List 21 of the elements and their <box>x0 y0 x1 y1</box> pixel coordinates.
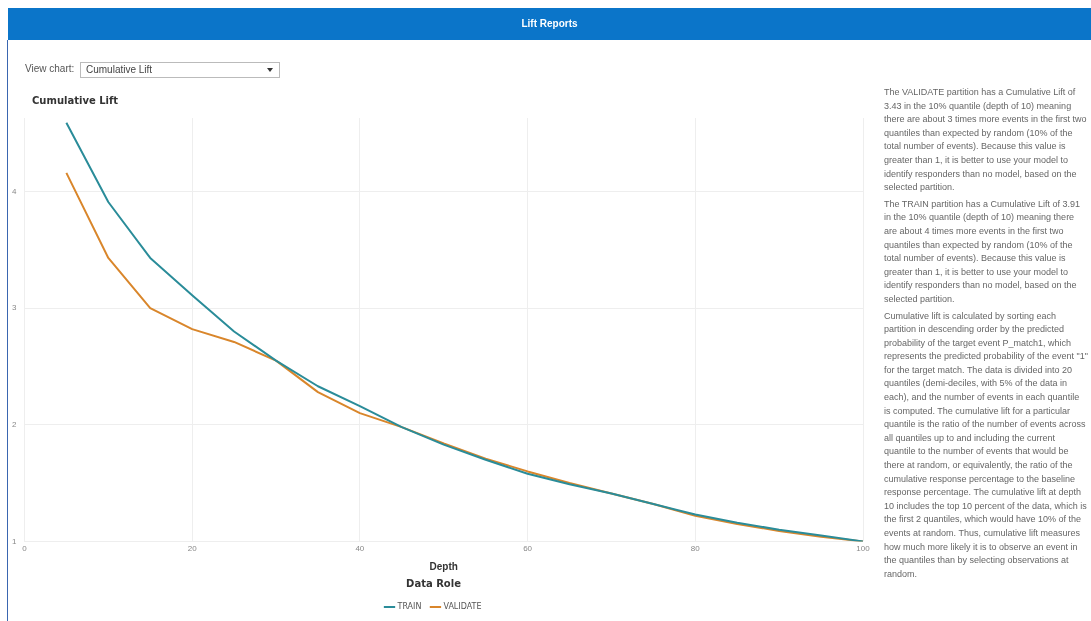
x-tick-label: 20 <box>187 544 198 554</box>
text: Cumulative lift is calculated by sorting each partition in descending order by the predicted probability of the target event P_match1, which represents the predicted probability of the event "1" for the target match. The data is divided into 20 quantiles (demi-deciles, with 5% of the data in each), and the number of events in each quantile is computed. The cumulative lift for a particular quantile is the ratio of the number of events across all quantiles up to and including the current quantile to the number of events that would be there at random, or equivalently, the ratio of the cumulative response percentage to the baseline response percentage. The cumulative lift at depth 10 includes the top 10 percent of the data, which is the first 2 quantiles, which would have 10% of the events at random. Thus, cumulative lift measures how much more likely it is to observe an event in the quantiles than by selecting observations at random. <box>884 310 1089 579</box>
legend-label: VALIDATE <box>443 602 482 612</box>
y-tick-label: 4 <box>12 186 17 196</box>
x-tick-label: 100 <box>856 544 871 554</box>
x-tick-label: 40 <box>355 544 365 554</box>
y-tick-label: 3 <box>12 303 17 313</box>
y-tick-label: 1 <box>12 536 17 546</box>
chart-title: Lift Reports <box>8 8 1091 40</box>
legend-title: Data Role <box>406 577 462 589</box>
y-axis-title: Cumulative Lift <box>32 94 119 106</box>
x-tick-label: 0 <box>22 544 28 554</box>
text: The VALIDATE partition has a Cumulative Lift of 3.43 in the 10% quantile (depth of 10) meaning there are about 3 times more events in the first two quantiles than expected by random (10% of the total number of events). Because this value is greater than 1, it is better to use your model to identify responders than no model, based on the selected partition. <box>884 86 1088 195</box>
text: The TRAIN partition has a Cumulative Lift of 3.91 in the 10% quantile (depth of 10) meaning there are about 4 times more events in the first two quantiles than expected by random (10% of the total number of events). Because this value is greater than 1, it is better to use your model to identify responders than no model, based on the selected partition. <box>884 197 1081 306</box>
legend-label: TRAIN <box>396 602 422 612</box>
text: Cumulative Lift <box>80 62 280 78</box>
x-axis-title: Depth <box>429 560 458 572</box>
y-tick-label: 2 <box>12 419 17 429</box>
x-tick-label: 60 <box>523 544 533 554</box>
text: View chart: <box>25 63 75 74</box>
x-tick-label: 80 <box>690 544 701 554</box>
